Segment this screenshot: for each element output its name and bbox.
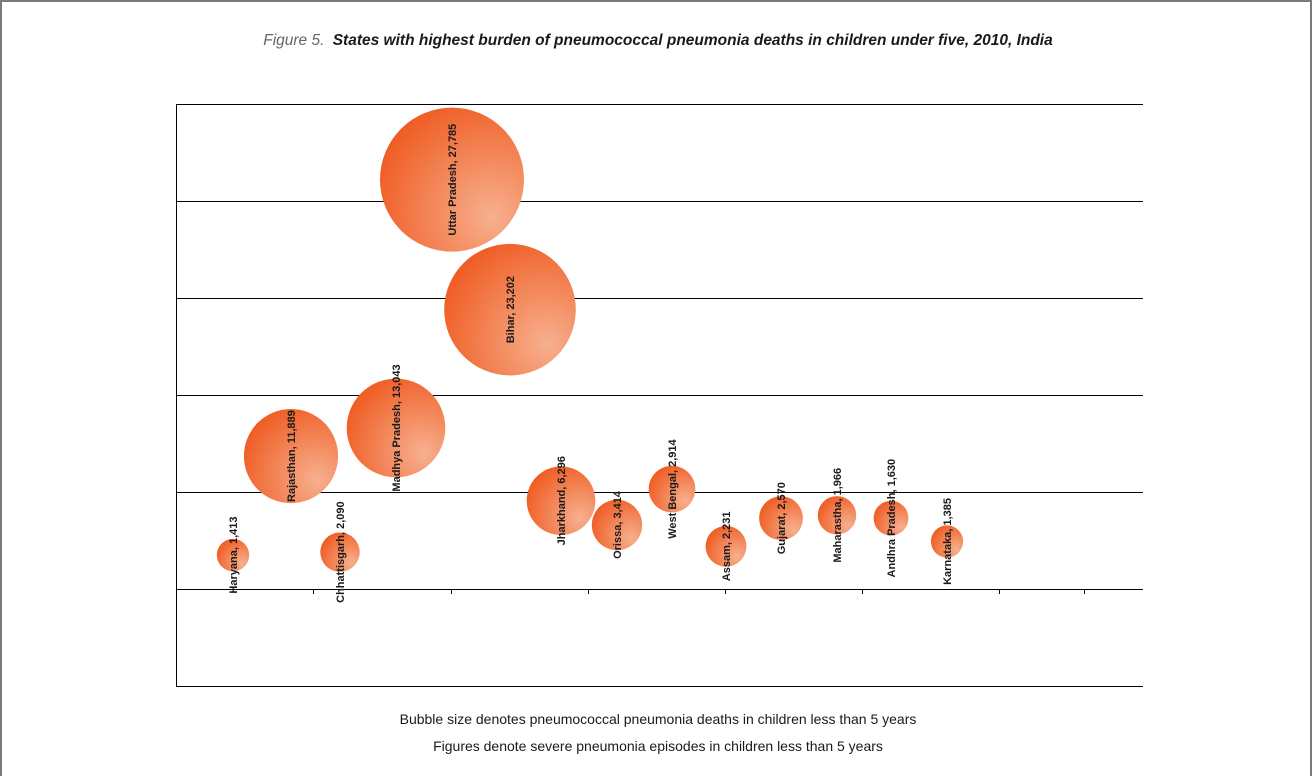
bubble-karnataka (930, 525, 964, 558)
bubbles (216, 107, 964, 572)
bubble-andhra-pradesh (873, 500, 909, 536)
footnote-figures: Figures denote severe pneumonia episodes… (433, 738, 883, 754)
bubble-assam (705, 525, 747, 567)
data-label-chhattisgarh: Chhattisgarh, 2,090 (335, 501, 347, 602)
bubble-jharkhand (526, 466, 596, 536)
data-label-jharkhand: Jharkhand, 6,296 (556, 456, 568, 545)
data-label-haryana: Haryana, 1,413 (228, 517, 240, 594)
data-label-maharastha: Maharastha, 1,966 (832, 468, 844, 563)
bubble-uttar-pradesh (380, 107, 524, 252)
bubble-chhattisgarh (320, 532, 360, 572)
bubble-orissa (591, 499, 643, 551)
data-label-karnataka: Karnataka, 1,385 (942, 498, 954, 585)
bubble-west-bengal (648, 465, 696, 513)
data-label-andhra-pradesh: Andhra Pradesh, 1,630 (886, 459, 898, 578)
data-label-orissa: Orissa, 3,414 (612, 490, 624, 559)
chart-title: Figure 5. States with highest burden of … (0, 32, 1316, 50)
data-label-madhya-pradesh: Madhya Pradesh, 13,043 (391, 364, 403, 491)
bubble-chart: Haryana, 1,413 Rajasthan, 11,889 Chhattisg… (176, 104, 1143, 687)
bubble-haryana (216, 538, 250, 572)
bubble-rajasthan (243, 409, 339, 504)
data-label-gujarat: Gujarat, 2,570 (776, 482, 788, 554)
figure-title: States with highest burden of pneumococc… (332, 32, 1053, 49)
data-labels: Haryana, 1,413 Rajasthan, 11,889 Chhattisg… (228, 124, 954, 603)
bubble-maharastha (817, 496, 857, 535)
gridlines (176, 104, 1143, 687)
data-label-west-bengal: West Bengal, 2,914 (667, 438, 679, 538)
data-label-assam: Assam, 2,231 (721, 511, 733, 581)
data-label-rajasthan: Rajasthan, 11,889 (286, 410, 298, 502)
bubble-madhya-pradesh (346, 378, 446, 478)
data-label-bihar: Bihar, 23,202 (505, 276, 517, 343)
bubble-bihar (444, 243, 576, 376)
data-label-uttar-pradesh: Uttar Pradesh, 27,785 (447, 124, 459, 236)
figure-number: Figure 5. (263, 32, 325, 49)
footnote-bubble-size: Bubble size denotes pneumococcal pneumon… (399, 711, 917, 727)
bubble-gujarat (759, 496, 803, 541)
